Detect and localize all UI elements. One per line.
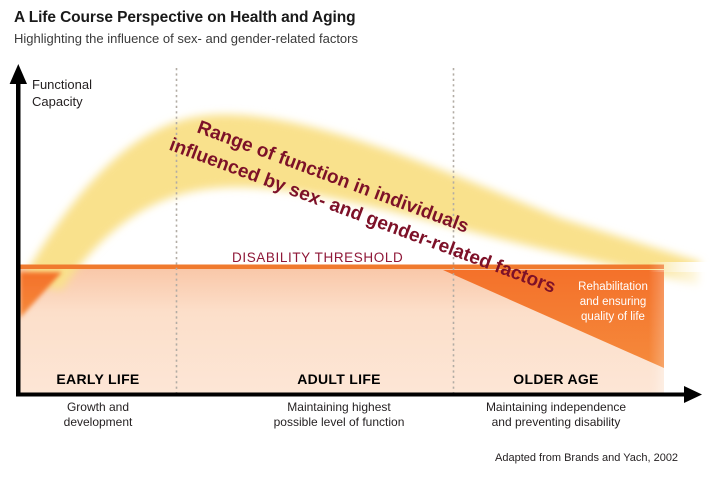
y-axis-label: Functional Capacity [32,77,92,109]
early-disability-triangle [20,272,62,318]
stage-desc-older-age: Maintaining independence and preventing … [485,400,627,429]
stage-label-older-age: OLDER AGE [513,371,599,387]
stage-label-adult-life: ADULT LIFE [297,371,381,387]
rehabilitation-label: Rehabilitation and ensuring quality of l… [578,281,648,323]
disability-threshold-label: DISABILITY THRESHOLD [232,250,404,265]
page-subtitle: Highlighting the influence of sex- and g… [14,31,358,46]
stage-desc-adult-life: Maintaining highest possible level of fu… [273,400,405,429]
page-title: A Life Course Perspective on Health and … [14,9,356,26]
stage-desc-early-life: Growth and development [63,400,133,429]
x-axis-arrow [16,386,702,403]
function-range-band [20,114,700,290]
rehabilitation-zone [443,262,713,396]
source-credit: Adapted from Brands and Yach, 2002 [495,452,679,464]
stage-label-early-life: EARLY LIFE [56,371,140,387]
disability-threshold-line [19,262,713,272]
y-axis-arrow [9,64,27,396]
